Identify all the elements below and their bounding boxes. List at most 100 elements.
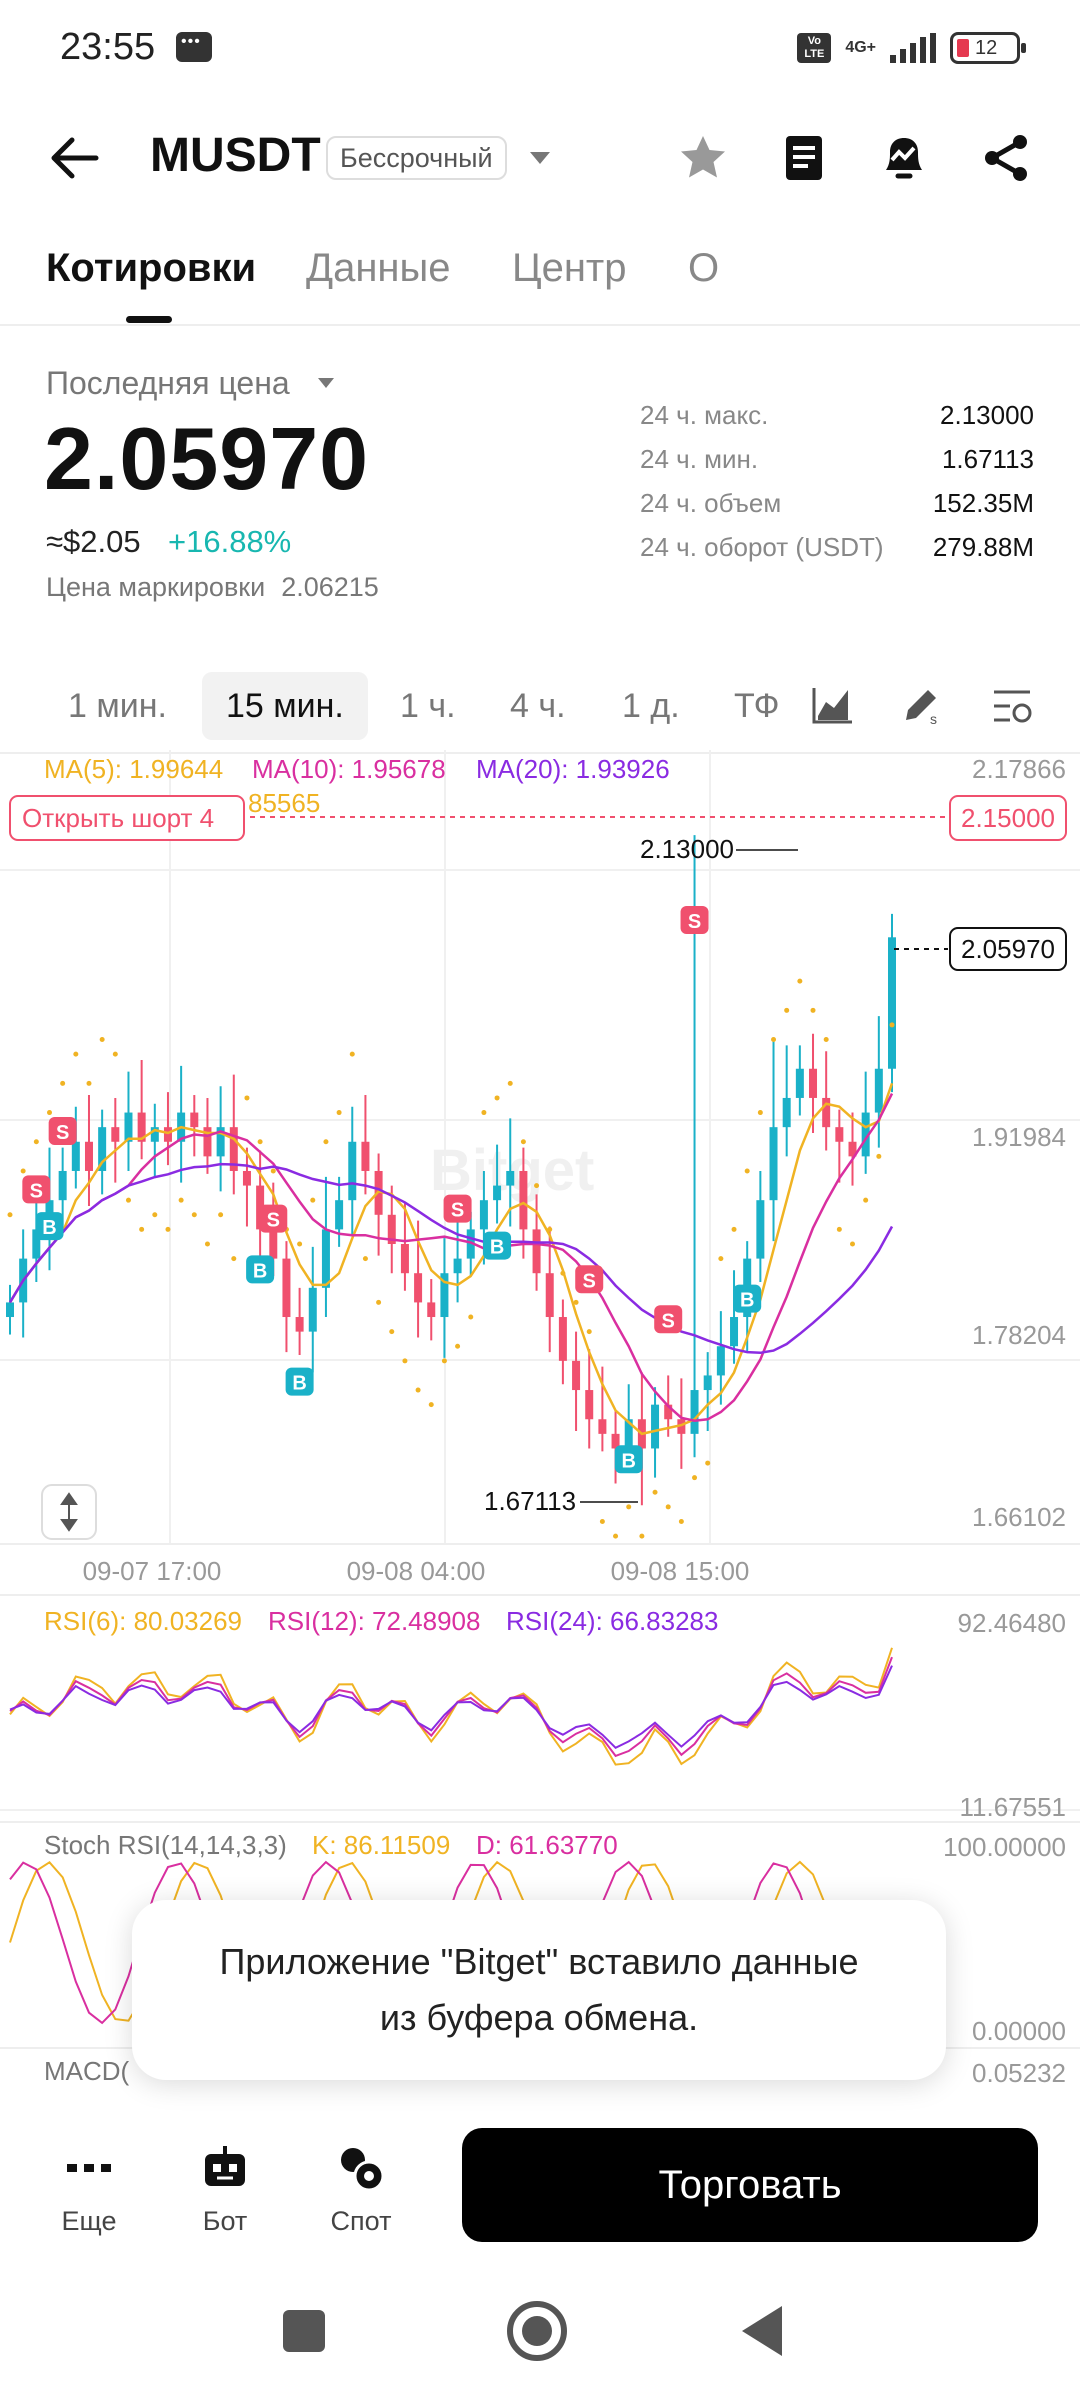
macd-label: MACD( xyxy=(44,2056,130,2086)
sar-dot xyxy=(810,1007,816,1013)
bot-icon xyxy=(205,2146,245,2186)
sar-dot xyxy=(231,1256,237,1262)
buy-marker: B xyxy=(614,1445,643,1474)
sar-dot xyxy=(165,1226,171,1232)
candle-body xyxy=(295,1317,304,1332)
document-icon[interactable] xyxy=(776,130,832,186)
svg-text:B: B xyxy=(253,1260,267,1282)
svg-text:S: S xyxy=(56,1122,69,1144)
y-tick: 1.78204 xyxy=(972,1320,1066,1350)
sar-dot xyxy=(639,1533,645,1539)
svg-text:S: S xyxy=(662,1310,675,1332)
interval-timeframe[interactable]: ТФ xyxy=(734,687,780,725)
spot-icon xyxy=(341,2148,385,2192)
candle-body xyxy=(256,1185,265,1230)
sar-dot xyxy=(889,1022,895,1028)
candle-body xyxy=(861,1112,870,1157)
candle-body xyxy=(703,1375,712,1391)
sar-dot xyxy=(244,1095,250,1101)
candle-body xyxy=(427,1302,436,1318)
mark-price: Цена маркировки 2.06215 xyxy=(46,572,379,603)
y-tick: 92.46480 xyxy=(958,1608,1066,1638)
kline-chart[interactable]: Bitget Открыть шорт 4 85565 2.15000 MA(5… xyxy=(0,750,1080,2090)
high-label: 2.13000 xyxy=(640,834,734,864)
interval-1m[interactable]: 1 мин. xyxy=(68,687,167,725)
sar-dot xyxy=(771,1037,777,1043)
ma10-line xyxy=(8,1093,894,1422)
bot-button[interactable]: Бот xyxy=(170,2140,280,2237)
y-tick: 11.67551 xyxy=(959,1792,1066,1822)
more-button[interactable]: Еще xyxy=(34,2140,144,2237)
trade-button[interactable]: Торговать xyxy=(462,2128,1038,2242)
sar-dot xyxy=(60,1080,66,1086)
sar-dot xyxy=(797,978,803,984)
back-button[interactable] xyxy=(742,2306,782,2356)
candle-body xyxy=(506,1170,515,1186)
tab-quotes[interactable]: Котировки xyxy=(46,246,257,290)
candle-body xyxy=(598,1419,607,1434)
share-icon[interactable] xyxy=(978,130,1034,186)
y-tick: 0.00000 xyxy=(972,2016,1066,2046)
candle-body xyxy=(98,1127,107,1171)
y-tick: 1.66102 xyxy=(972,1502,1066,1532)
back-arrow-icon[interactable] xyxy=(46,130,102,186)
sar-dot xyxy=(744,1168,750,1174)
candle-body xyxy=(809,1068,818,1098)
y-tick: 1.91984 xyxy=(972,1122,1066,1152)
tab-about[interactable]: О xyxy=(688,246,720,290)
tab-data[interactable]: Данные xyxy=(306,246,451,290)
more-label: Еще xyxy=(61,2206,117,2236)
sar-dot xyxy=(362,1256,368,1262)
sar-dot xyxy=(718,1256,724,1262)
dropdown-caret-icon[interactable] xyxy=(530,152,550,164)
sell-marker: S xyxy=(22,1175,51,1204)
sar-dot xyxy=(626,1504,632,1510)
battery-level: 12 xyxy=(975,37,998,59)
sell-marker: S xyxy=(48,1116,77,1145)
star-icon[interactable] xyxy=(675,130,731,186)
sar-dot xyxy=(468,1314,474,1320)
recent-apps-button[interactable] xyxy=(283,2310,325,2352)
candle-body xyxy=(150,1127,159,1142)
tab-center[interactable]: Центр xyxy=(512,246,627,290)
svg-text:B: B xyxy=(490,1237,504,1259)
interval-15m[interactable]: 15 мин. xyxy=(202,672,368,740)
last-price: 2.05970 xyxy=(44,409,370,508)
drawing-tools-icon[interactable]: s xyxy=(898,672,946,740)
order-price-tag xyxy=(949,795,1067,841)
mark-price-label: Цена маркировки xyxy=(46,572,266,602)
more-dots-icon xyxy=(67,2164,111,2172)
indicator-settings-icon[interactable] xyxy=(988,672,1036,740)
candle-body xyxy=(32,1229,41,1259)
sar-dots xyxy=(7,978,895,1539)
candle-body xyxy=(414,1273,423,1303)
candle-body xyxy=(479,1200,488,1230)
spot-button[interactable]: Спот xyxy=(306,2140,416,2237)
interval-4h[interactable]: 4 ч. xyxy=(510,687,566,725)
last-price-label[interactable]: Последняя цена xyxy=(46,365,290,401)
candle-body xyxy=(532,1229,541,1274)
price-alert-icon[interactable] xyxy=(876,130,932,186)
stat-value: 2.13000 xyxy=(940,400,1034,430)
sar-dot xyxy=(876,1153,882,1159)
candle-body xyxy=(795,1068,804,1098)
sar-dot xyxy=(7,1212,13,1218)
sar-dot xyxy=(823,1037,829,1043)
network-type: 4G+ xyxy=(845,39,876,56)
sell-marker: S xyxy=(680,906,709,935)
candle-body xyxy=(361,1141,370,1171)
candle-body xyxy=(387,1214,396,1244)
sar-dot xyxy=(152,1212,158,1218)
order-line-tag[interactable] xyxy=(9,795,245,841)
symbol-title[interactable]: MUSDT xyxy=(150,129,321,182)
candle-body xyxy=(111,1127,120,1142)
interval-1d[interactable]: 1 д. xyxy=(622,687,680,725)
interval-1h[interactable]: 1 ч. xyxy=(400,687,456,725)
sar-dot xyxy=(376,1299,382,1305)
contract-type-badge[interactable]: Бессрочный xyxy=(326,136,507,180)
chart-type-icon[interactable] xyxy=(808,672,856,740)
mark-price-value: 2.06215 xyxy=(281,572,379,602)
home-button[interactable] xyxy=(507,2301,567,2361)
chevron-down-icon[interactable] xyxy=(318,378,334,388)
sar-dot xyxy=(613,1533,619,1539)
